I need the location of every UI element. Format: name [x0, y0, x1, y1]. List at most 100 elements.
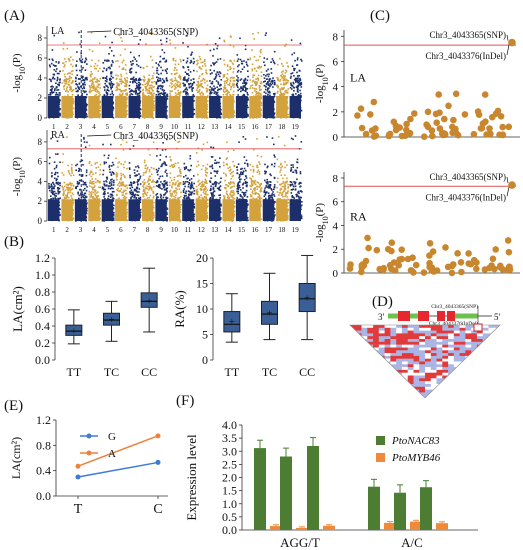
- a-snp-point: [166, 218, 168, 221]
- a-snp-point: [202, 78, 205, 81]
- a-snp-point: [133, 169, 136, 171]
- a-snp-point: [99, 110, 101, 112]
- a-snp-point: [213, 92, 215, 95]
- a-snp-point: [151, 181, 154, 183]
- a-snp-point: [117, 84, 120, 87]
- a-snp-point: [150, 189, 153, 191]
- a-snp-point: [206, 90, 208, 93]
- a-snp-point: [159, 60, 162, 63]
- a-snp-point: [55, 153, 57, 155]
- panel-a-letter: (A): [4, 8, 25, 24]
- a-snp-point: [290, 82, 292, 84]
- a-snp-point: [51, 88, 53, 90]
- a-snp-point: [290, 72, 292, 75]
- a-snp-point: [226, 73, 229, 75]
- a-snp-point: [112, 219, 115, 221]
- a-snp-point: [165, 187, 168, 190]
- a-snp-point: [67, 169, 70, 172]
- a-snp-point: [56, 79, 58, 82]
- a-snp-point: [143, 189, 145, 191]
- a-snp-point: [122, 173, 124, 176]
- a-y-tick-label: 0: [38, 216, 43, 226]
- a-snp-point: [112, 101, 114, 104]
- a-snp-point: [150, 92, 153, 94]
- a-snp-point: [252, 33, 254, 35]
- a-snp-point: [259, 82, 262, 84]
- a-snp-point: [237, 80, 239, 83]
- a-snp-point: [257, 31, 259, 34]
- a-snp-point: [192, 94, 195, 96]
- a-snp-point: [209, 89, 211, 91]
- a-snp-point: [196, 63, 198, 66]
- a-snp-point: [62, 187, 65, 189]
- a-snp-point: [95, 167, 97, 169]
- a-snp-point: [219, 85, 221, 87]
- a-snp-point: [136, 194, 138, 196]
- a-snp-point: [206, 88, 209, 90]
- a-snp-point: [273, 116, 276, 119]
- a-snp-point: [133, 196, 135, 199]
- a-chromosome-label: 19: [292, 123, 300, 131]
- a-snp-point: [146, 166, 149, 169]
- a-snp-point: [239, 37, 241, 40]
- a-snp-point: [177, 85, 179, 88]
- a-snp-point: [286, 62, 288, 64]
- a-snp-point: [233, 115, 236, 117]
- a-snp-point: [55, 179, 58, 182]
- a-snp-point: [102, 62, 105, 64]
- a-snp-point: [161, 78, 164, 80]
- a-snp-point: [192, 62, 195, 65]
- a-snp-point: [96, 89, 99, 92]
- a-snp-point: [230, 88, 232, 91]
- a-snp-point: [86, 207, 88, 210]
- a-snp-point: [149, 91, 151, 94]
- a-snp-point: [85, 57, 87, 60]
- a-snp-point: [198, 55, 201, 58]
- a-snp-point: [85, 189, 88, 192]
- a-snp-point: [112, 61, 114, 64]
- a-snp-point: [56, 182, 59, 185]
- a-snp-point: [236, 71, 239, 73]
- a-snp-point: [110, 187, 113, 189]
- a-snp-point: [191, 51, 193, 54]
- a-snp-point: [263, 77, 266, 79]
- a-snp-point: [122, 194, 124, 196]
- a-snp-point: [99, 210, 102, 213]
- a-snp-point: [54, 171, 57, 174]
- a-snp-point: [93, 180, 95, 183]
- a-snp-point: [116, 178, 118, 181]
- a-snp-point: [272, 86, 274, 88]
- a-snp-point: [111, 92, 114, 95]
- a-snp-point: [187, 45, 189, 48]
- a-snp-point: [210, 64, 212, 67]
- a-snp-point: [137, 197, 140, 199]
- a-snp-point: [81, 159, 84, 162]
- a-snp-point: [132, 81, 134, 84]
- a-snp-point: [232, 84, 234, 87]
- a-snp-point: [90, 90, 93, 92]
- a-snp-point: [85, 90, 87, 93]
- a-snp-point: [169, 198, 171, 200]
- a-snp-point: [49, 189, 51, 192]
- a-snp-point: [241, 68, 244, 70]
- a-snp-point: [84, 187, 86, 190]
- a-snp-point: [295, 77, 298, 80]
- a-annotation-label: Chr3_4043365(SNP): [113, 27, 198, 38]
- a-snp-point: [68, 173, 71, 175]
- a-snp-point: [212, 88, 214, 91]
- a-snp-point: [240, 87, 242, 89]
- a-snp-point: [152, 206, 155, 209]
- a-snp-point: [179, 58, 182, 61]
- a-snp-point: [82, 189, 85, 191]
- a-snp-point: [103, 183, 106, 186]
- a-snp-point: [50, 91, 53, 93]
- a-snp-point: [289, 77, 292, 79]
- a-snp-point: [120, 177, 122, 179]
- a-snp-point: [102, 187, 105, 190]
- a-snp-point: [89, 192, 92, 194]
- a-snp-point: [190, 85, 193, 88]
- a-snp-point: [52, 191, 54, 194]
- a-snp-point: [222, 74, 225, 76]
- a-snp-point: [174, 67, 176, 69]
- a-snp-point: [70, 56, 72, 58]
